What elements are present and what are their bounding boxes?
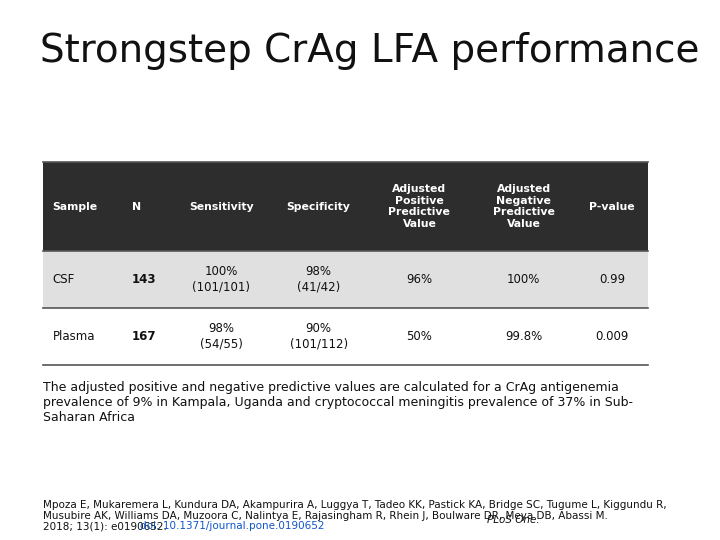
Text: Adjusted
Negative
Predictive
Value: Adjusted Negative Predictive Value xyxy=(493,184,554,229)
Text: 143: 143 xyxy=(132,273,156,286)
Text: 100%: 100% xyxy=(507,273,541,286)
Text: 50%: 50% xyxy=(407,329,432,343)
Text: 99.8%: 99.8% xyxy=(505,329,542,343)
Text: Strongstep CrAg LFA performance: Strongstep CrAg LFA performance xyxy=(40,32,699,70)
Text: The adjusted positive and negative predictive values are calculated for a CrAg a: The adjusted positive and negative predi… xyxy=(43,381,633,424)
Text: 2018; 13(1): e0190652.: 2018; 13(1): e0190652. xyxy=(43,521,171,531)
Text: 0.009: 0.009 xyxy=(595,329,629,343)
Text: CSF: CSF xyxy=(53,273,75,286)
Text: 100%
(101/101): 100% (101/101) xyxy=(192,266,251,293)
Text: PLoS One.: PLoS One. xyxy=(487,515,540,525)
Text: 98%
(54/55): 98% (54/55) xyxy=(200,322,243,350)
Text: doi: 10.1371/journal.pone.0190652: doi: 10.1371/journal.pone.0190652 xyxy=(140,521,325,531)
Text: 90%
(101/112): 90% (101/112) xyxy=(289,322,348,350)
Text: 98%
(41/42): 98% (41/42) xyxy=(297,266,341,293)
Text: Sample: Sample xyxy=(53,201,98,212)
Text: Sensitivity: Sensitivity xyxy=(189,201,253,212)
Text: P-value: P-value xyxy=(589,201,635,212)
Text: 0.99: 0.99 xyxy=(599,273,625,286)
Text: N: N xyxy=(132,201,141,212)
Text: Plasma: Plasma xyxy=(53,329,95,343)
Text: 167: 167 xyxy=(132,329,156,343)
Text: Specificity: Specificity xyxy=(287,201,351,212)
Text: Adjusted
Positive
Predictive
Value: Adjusted Positive Predictive Value xyxy=(389,184,450,229)
Text: Mpoza E, Mukaremera L, Kundura DA, Akampurira A, Luggya T, Tadeo KK, Pastick KA,: Mpoza E, Mukaremera L, Kundura DA, Akamp… xyxy=(43,500,667,521)
Text: 96%: 96% xyxy=(406,273,433,286)
